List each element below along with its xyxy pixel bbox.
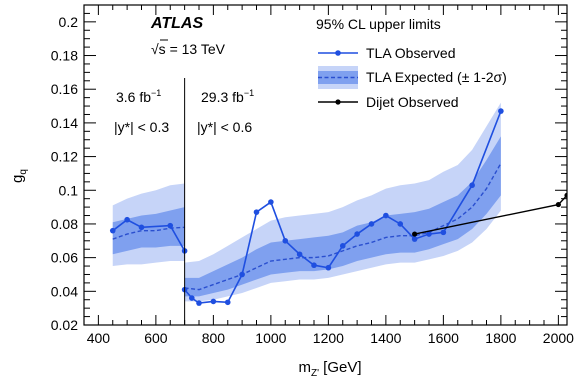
legend-observed-marker — [335, 50, 341, 56]
observed-point — [469, 182, 475, 189]
legend-header: 95% CL upper limits — [316, 16, 441, 32]
observed-point — [498, 108, 504, 114]
x-tick-label: 2000 — [543, 330, 574, 346]
axis-ticks: 400 600 800 1000 1200 1400 1600 1800 2000 0.02 0.0… — [51, 4, 574, 346]
observed-point — [311, 262, 317, 269]
y-axis-symbol: g — [9, 175, 26, 183]
sqrt-s-symbol: √s — [151, 41, 166, 57]
x-tick-label: 1200 — [313, 330, 344, 346]
series-lines — [109, 108, 567, 306]
observed-point — [189, 295, 195, 301]
observed-line-1 — [184, 110, 502, 304]
ycut-left-label: |y*| < 0.3 — [114, 119, 169, 135]
lumi-left-label: 3.6 fb−1 — [116, 88, 161, 105]
x-tick-label: 400 — [87, 330, 111, 346]
legend-expected-label: TLA Expected (± 1-2σ) — [366, 69, 507, 85]
observed-point — [354, 231, 360, 237]
expected-band-1sigma-1 — [184, 136, 501, 297]
observed-point — [196, 300, 202, 306]
dijet-point — [555, 201, 561, 208]
x-axis-subscript: Z' — [311, 368, 319, 379]
observed-point — [426, 231, 432, 237]
legend-dijet-marker — [335, 99, 341, 105]
observed-point — [296, 251, 303, 258]
y-tick-label: 0.12 — [51, 149, 78, 165]
observed-point — [325, 264, 332, 271]
observed-point — [210, 298, 217, 305]
observed-point — [268, 199, 274, 205]
dijet-point — [564, 192, 567, 198]
observed-point — [239, 271, 245, 278]
energy-label: √s = 13 TeV — [151, 41, 226, 57]
y-tick-label: 0.08 — [51, 216, 78, 232]
legend: 95% CL upper limits TLA Observed TLA Exp… — [316, 16, 507, 110]
y-tick-label: 0.02 — [51, 317, 78, 333]
x-tick-label: 1400 — [370, 330, 401, 346]
y-tick-label: 0.06 — [51, 250, 78, 266]
energy-value: = 13 TeV — [166, 41, 226, 57]
x-tick-label: 1000 — [255, 330, 286, 346]
x-axis-symbol: m — [298, 359, 311, 376]
lumi-left-value: 3.6 fb — [116, 89, 151, 105]
ycut-right-label: |y*| < 0.6 — [197, 119, 252, 135]
x-axis-unit: [GeV] — [319, 359, 362, 376]
observed-point — [397, 221, 404, 227]
lumi-right-label: 29.3 fb−1 — [201, 88, 254, 105]
legend-observed-label: TLA Observed — [366, 45, 456, 61]
observed-point — [368, 221, 375, 227]
observed-point — [282, 237, 289, 244]
observed-point — [411, 236, 418, 242]
y-tick-label: 0.18 — [51, 48, 78, 64]
y-tick-label: 0.1 — [59, 182, 79, 198]
observed-point — [224, 299, 231, 306]
x-tick-label: 1800 — [485, 330, 516, 346]
observed-point — [124, 216, 130, 223]
x-axis-title: mZ' [GeV] — [298, 359, 361, 379]
lumi-left-exponent: −1 — [151, 88, 161, 98]
y-axis-subscript: q — [18, 169, 29, 175]
observed-point — [138, 224, 145, 231]
x-tick-label: 1600 — [428, 330, 459, 346]
expected-band-1sigma-0 — [112, 207, 185, 255]
observed-point — [339, 243, 346, 249]
atlas-label: ATLAS — [150, 15, 203, 32]
lumi-right-exponent: −1 — [244, 88, 254, 98]
expected-bands — [112, 102, 501, 302]
observed-point — [109, 227, 116, 234]
lumi-right-value: 29.3 fb — [201, 89, 244, 105]
y-tick-label: 0.16 — [51, 81, 78, 97]
y-tick-label: 0.04 — [51, 283, 78, 299]
expected-line-0 — [112, 226, 185, 240]
observed-point — [440, 229, 447, 236]
x-tick-label: 800 — [202, 330, 226, 346]
legend-dijet-label: Dijet Observed — [366, 94, 459, 110]
observed-point — [383, 212, 389, 219]
observed-point — [253, 209, 260, 215]
y-axis-title: gq — [9, 169, 29, 183]
x-tick-label: 600 — [144, 330, 168, 346]
y-tick-label: 0.2 — [59, 14, 79, 30]
dijet-point — [412, 231, 418, 237]
observed-point — [167, 222, 174, 229]
y-tick-label: 0.14 — [51, 115, 78, 131]
